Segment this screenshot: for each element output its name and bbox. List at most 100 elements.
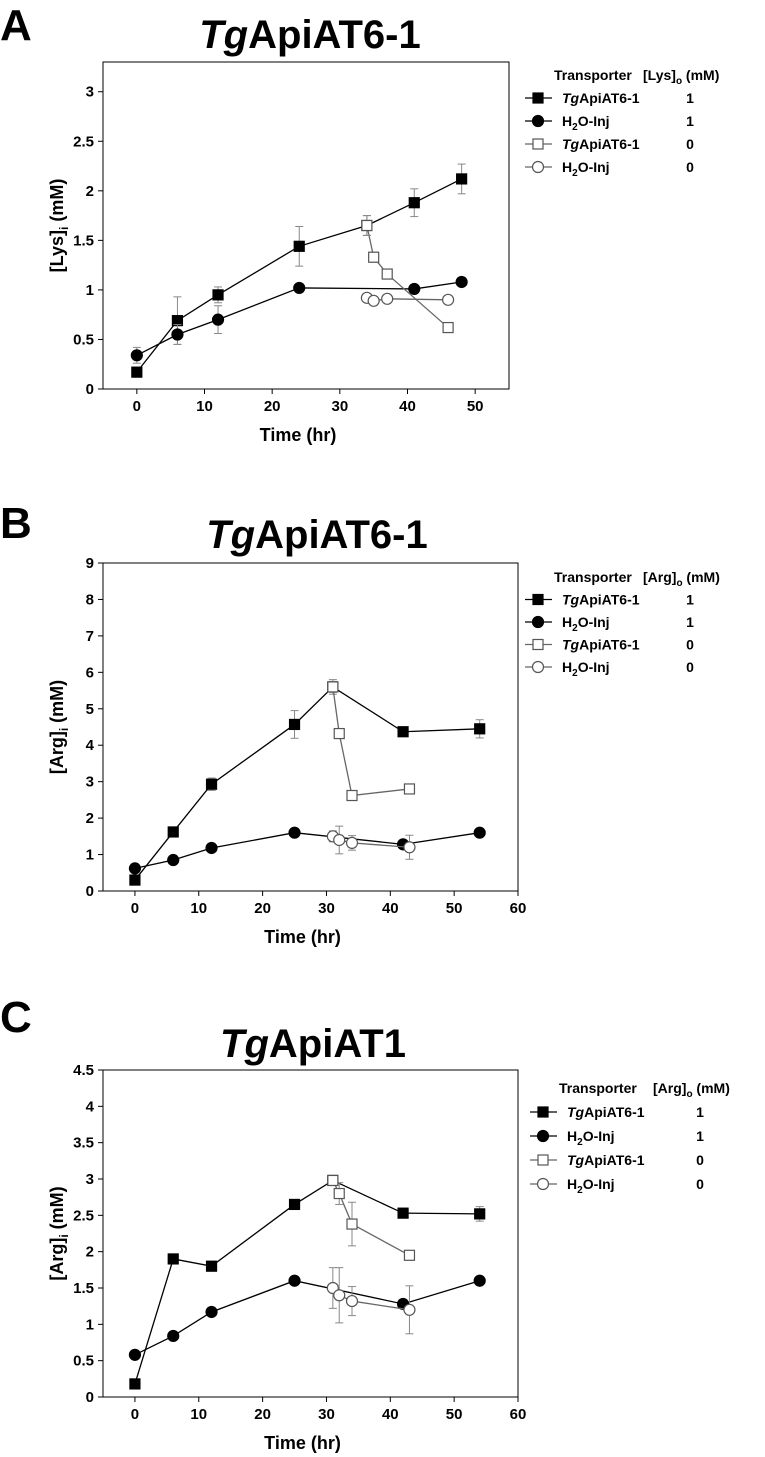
legend-header-conc-units: (mM) bbox=[682, 67, 719, 83]
data-point bbox=[288, 1274, 301, 1287]
data-point bbox=[381, 292, 394, 305]
series-1 bbox=[130, 275, 468, 364]
legend-conc-value: 1 bbox=[686, 90, 694, 106]
data-point bbox=[171, 328, 184, 341]
legend-label: H2O-Inj bbox=[562, 659, 610, 679]
y-tick-label: 4.5 bbox=[73, 1062, 94, 1079]
data-point bbox=[131, 366, 143, 378]
title-rest: ApiAT6-1 bbox=[255, 513, 428, 557]
chart-title: TgApiAT6-1 bbox=[199, 13, 420, 57]
data-point bbox=[345, 836, 359, 849]
series-3 bbox=[326, 1267, 416, 1335]
legend-marker bbox=[531, 114, 545, 128]
data-point bbox=[408, 282, 421, 296]
plot-frame bbox=[102, 61, 510, 390]
series-3 bbox=[326, 825, 416, 860]
y-tick-label: 4 bbox=[86, 737, 95, 754]
series-1 bbox=[128, 826, 486, 875]
legend-conc-value: 0 bbox=[686, 159, 694, 175]
y-tick-label: 3.5 bbox=[73, 1135, 94, 1152]
legend-marker bbox=[532, 593, 544, 606]
legend-label-rest: ApiAT6-1 bbox=[579, 90, 640, 106]
legend-marker bbox=[532, 92, 544, 104]
data-point bbox=[442, 293, 455, 306]
data-point bbox=[397, 726, 409, 738]
legend-marker bbox=[537, 1106, 549, 1118]
legend-label: H2O-Inj bbox=[562, 159, 610, 179]
data-point bbox=[205, 778, 218, 790]
legend-header-conc: [Arg]o (mM) bbox=[653, 1080, 730, 1100]
data-point bbox=[403, 1303, 416, 1316]
data-point bbox=[456, 173, 468, 185]
y-axis-title-units: (mM) bbox=[47, 680, 67, 728]
y-tick-label: 2 bbox=[86, 810, 94, 827]
x-tick-label: 60 bbox=[510, 1406, 527, 1423]
title-italic: Tg bbox=[206, 513, 255, 557]
y-tick-label: 9 bbox=[86, 555, 94, 572]
legend-header-transporter: Transporter bbox=[554, 569, 632, 585]
x-tick-label: 30 bbox=[318, 1406, 335, 1423]
x-tick-label: 10 bbox=[190, 1406, 207, 1423]
data-point bbox=[293, 281, 306, 295]
y-tick-label: 0.5 bbox=[73, 1353, 94, 1370]
title-rest: ApiAT6-1 bbox=[248, 13, 421, 57]
legend-label: H2O-Inj bbox=[562, 113, 610, 133]
legend-marker bbox=[537, 1154, 549, 1166]
data-point bbox=[327, 1174, 339, 1187]
data-point bbox=[288, 826, 301, 839]
legend-label-post: O-Inj bbox=[578, 159, 610, 175]
legend-label: TgApiAT6-1 bbox=[562, 637, 640, 653]
x-tick-label: 60 bbox=[510, 900, 527, 917]
data-point bbox=[167, 1329, 180, 1343]
series-0 bbox=[129, 679, 486, 886]
y-tick-label: 1.5 bbox=[73, 232, 94, 249]
legend-label-post: O-Inj bbox=[578, 614, 610, 630]
legend-conc-value: 0 bbox=[686, 659, 694, 675]
panel-a: A TgApiAT6-100.511.522.530 10 20 30 40 50Time … bbox=[0, 1, 719, 445]
data-point bbox=[167, 853, 180, 867]
y-tick-label: 2.5 bbox=[73, 1207, 94, 1224]
legend-label-sub: 2 bbox=[572, 122, 578, 133]
data-point bbox=[128, 1348, 142, 1361]
x-tick-label: 10 bbox=[196, 398, 213, 415]
chart-title: TgApiAT1 bbox=[220, 1022, 406, 1066]
data-point bbox=[474, 723, 486, 735]
legend-label-rest: ApiAT6-1 bbox=[584, 1104, 645, 1120]
data-point bbox=[403, 1249, 416, 1261]
panel-letter: B bbox=[0, 499, 32, 548]
series-2 bbox=[361, 215, 454, 334]
data-point bbox=[130, 349, 143, 362]
legend-header-conc-sub: o bbox=[686, 1089, 692, 1100]
legend: Transporter [Arg]o (mM)TgApiAT6-1 1H2O-Inj… bbox=[530, 1080, 730, 1196]
x-tick-label: 50 bbox=[446, 900, 463, 917]
legend-header-conc-main: [Arg] bbox=[653, 1080, 686, 1096]
title-italic: Tg bbox=[220, 1022, 269, 1066]
series-line bbox=[134, 1179, 480, 1385]
legend-label-pre: H bbox=[562, 113, 572, 129]
legend-conc-value: 1 bbox=[696, 1128, 704, 1144]
legend-header-conc-units: (mM) bbox=[683, 569, 720, 585]
y-tick-label: 4 bbox=[86, 1098, 95, 1115]
legend-header-conc: [Arg]o (mM) bbox=[643, 569, 720, 589]
y-axis-title-units: (mM) bbox=[47, 179, 67, 227]
legend-marker bbox=[532, 138, 544, 150]
legend-conc-value: 1 bbox=[686, 592, 694, 608]
y-tick-label: 3 bbox=[86, 774, 94, 791]
legend-header-conc-main: [Lys] bbox=[643, 67, 676, 83]
legend-label-rest: ApiAT6-1 bbox=[584, 1152, 645, 1168]
legend-label-post: O-Inj bbox=[583, 1128, 615, 1144]
legend-label-sub: 2 bbox=[572, 168, 578, 179]
legend-label-italic: Tg bbox=[567, 1104, 585, 1120]
x-axis-title: Time (hr) bbox=[264, 1433, 341, 1453]
data-point bbox=[403, 783, 416, 795]
legend-label-italic: Tg bbox=[562, 136, 580, 152]
legend-label-pre: H bbox=[567, 1128, 577, 1144]
series-line bbox=[134, 832, 480, 870]
legend-header-conc-sub: o bbox=[676, 578, 682, 589]
legend-conc-value: 0 bbox=[686, 637, 694, 653]
x-tick-label: 0 bbox=[131, 900, 139, 917]
data-point bbox=[442, 321, 454, 334]
data-point bbox=[381, 268, 393, 280]
data-point bbox=[288, 718, 301, 731]
